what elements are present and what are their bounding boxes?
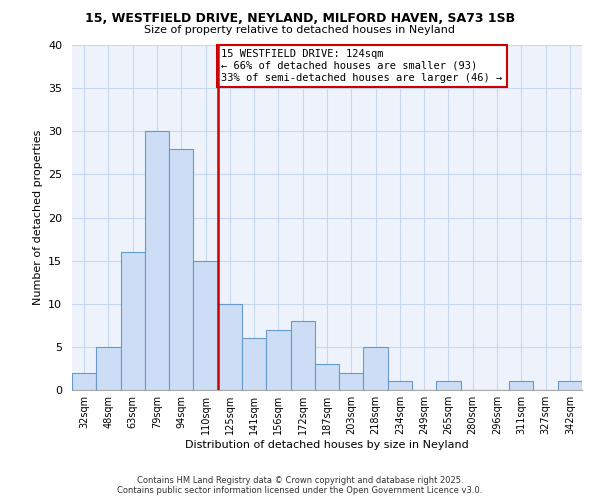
Bar: [315, 364, 339, 390]
Bar: [364, 347, 388, 390]
Bar: [218, 304, 242, 390]
Text: 15, WESTFIELD DRIVE, NEYLAND, MILFORD HAVEN, SA73 1SB: 15, WESTFIELD DRIVE, NEYLAND, MILFORD HA…: [85, 12, 515, 26]
Text: Size of property relative to detached houses in Neyland: Size of property relative to detached ho…: [145, 25, 455, 35]
Bar: [436, 382, 461, 390]
Bar: [388, 382, 412, 390]
Text: 15 WESTFIELD DRIVE: 124sqm
← 66% of detached houses are smaller (93)
33% of semi: 15 WESTFIELD DRIVE: 124sqm ← 66% of deta…: [221, 50, 503, 82]
Bar: [558, 382, 582, 390]
Bar: [339, 373, 364, 390]
Bar: [121, 252, 145, 390]
Bar: [290, 321, 315, 390]
Y-axis label: Number of detached properties: Number of detached properties: [32, 130, 43, 305]
Bar: [242, 338, 266, 390]
Bar: [266, 330, 290, 390]
Bar: [96, 347, 121, 390]
Bar: [193, 260, 218, 390]
Bar: [169, 148, 193, 390]
Bar: [72, 373, 96, 390]
Bar: [509, 382, 533, 390]
X-axis label: Distribution of detached houses by size in Neyland: Distribution of detached houses by size …: [185, 440, 469, 450]
Bar: [145, 131, 169, 390]
Text: Contains HM Land Registry data © Crown copyright and database right 2025.
Contai: Contains HM Land Registry data © Crown c…: [118, 476, 482, 495]
